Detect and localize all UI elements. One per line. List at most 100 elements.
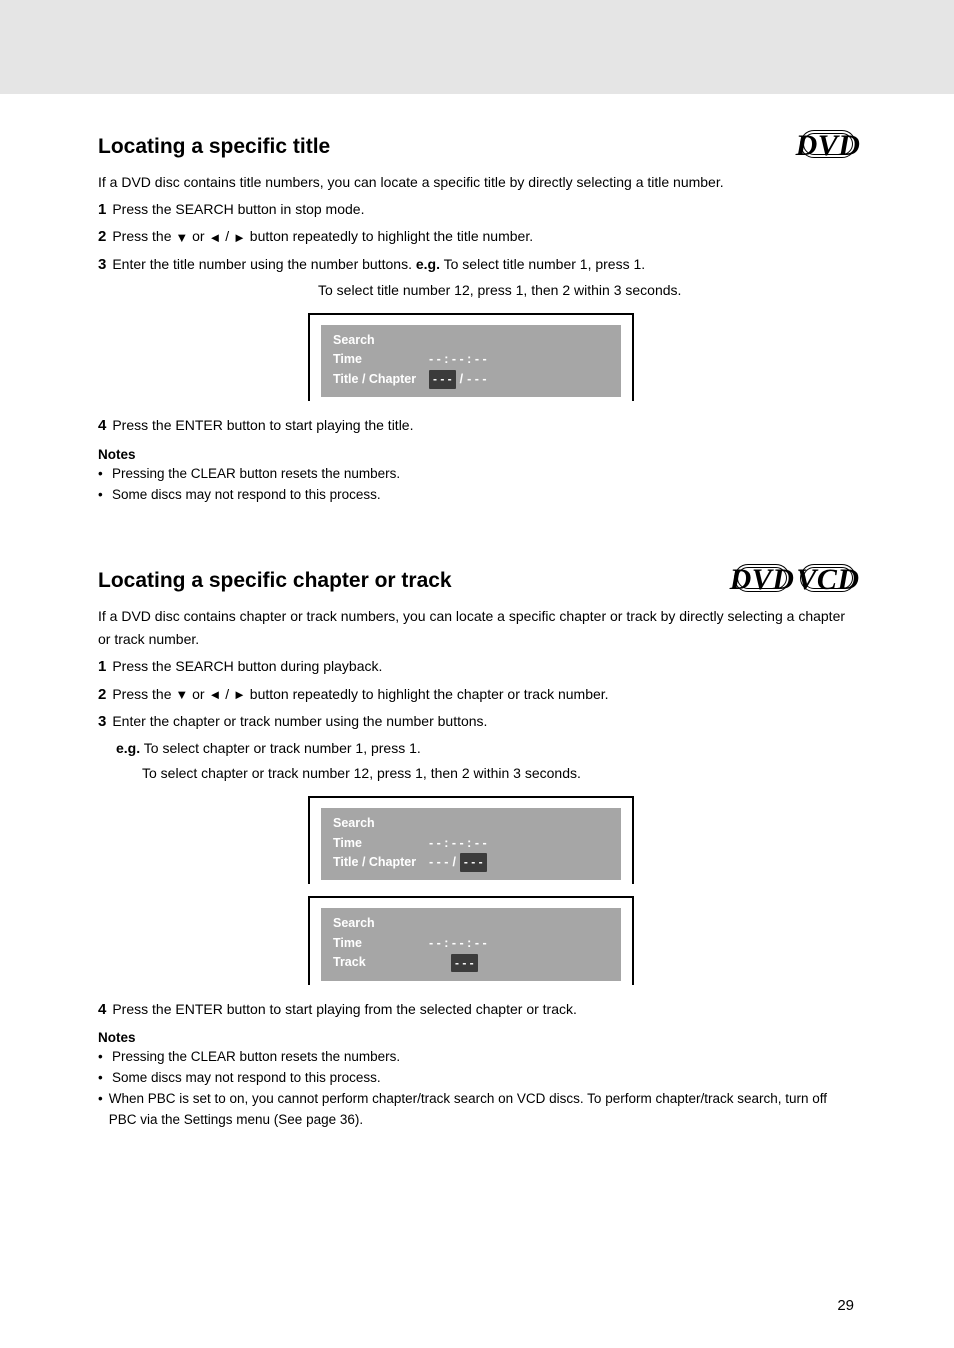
notes-heading: Notes <box>98 447 856 462</box>
note-text: Pressing the CLEAR button resets the num… <box>112 464 400 485</box>
step-text: or <box>188 228 208 244</box>
section2-step2: 2Press the ▼ or ◄ / ► button repeatedly … <box>98 682 856 708</box>
note-item: •Pressing the CLEAR button resets the nu… <box>98 464 856 485</box>
osd-header-label: Search <box>333 331 375 350</box>
step-text: / <box>221 686 233 702</box>
osd-track-label: Track <box>333 953 429 972</box>
step-text: or <box>188 686 208 702</box>
osd-time-row: Time - - : - - : - - <box>333 934 609 953</box>
osd-title-chapter-row: Title / Chapter - - - / - - - <box>333 853 609 872</box>
section1-title: Locating a specific title <box>98 135 800 159</box>
osd-header: Search <box>333 331 609 350</box>
note-item: •Pressing the CLEAR button resets the nu… <box>98 1047 856 1068</box>
step-number: 2 <box>98 228 106 245</box>
down-arrow-icon: ▼ <box>175 684 188 706</box>
section1-notes: Notes •Pressing the CLEAR button resets … <box>98 447 856 506</box>
osd-track-value: - - - <box>451 954 478 973</box>
bullet-icon: • <box>98 1068 112 1089</box>
section2-step1: 1Press the SEARCH button during playback… <box>98 654 856 680</box>
step-text: Enter the chapter or track number using … <box>112 713 487 729</box>
step-text: Enter the title number using the number … <box>112 256 416 272</box>
note-item: •Some discs may not respond to this proc… <box>98 1068 856 1089</box>
osd-tc-value: - - - / - - - <box>429 370 487 389</box>
section2-title: Locating a specific chapter or track <box>98 569 734 593</box>
step-number: 1 <box>98 201 106 218</box>
step-number: 4 <box>98 1001 106 1018</box>
page-content: Locating a specific title DVD If a DVD d… <box>0 130 954 1131</box>
step-number: 3 <box>98 256 106 273</box>
bullet-icon: • <box>98 464 112 485</box>
bullet-icon: • <box>98 1047 112 1068</box>
osd-tc-label: Title / Chapter <box>333 370 429 389</box>
step-text: button repeatedly to highlight the title… <box>246 228 533 244</box>
section1-step4: 4 Press the ENTER button to start playing… <box>98 413 856 439</box>
eg-label: e.g. <box>416 256 440 272</box>
notes-heading: Notes <box>98 1030 856 1045</box>
osd-track-highlight: - - - <box>451 954 478 973</box>
osd-time-row: Time - - : - - : - - <box>333 350 609 369</box>
step-text: To select chapter or track number 1, pre… <box>140 740 421 756</box>
section2-step3-egb: To select chapter or track number 12, pr… <box>98 762 856 786</box>
osd-title-value: - - - <box>429 853 448 872</box>
step-text: Press the SEARCH button in stop mode. <box>112 201 364 217</box>
bullet-icon: • <box>98 1089 109 1131</box>
osd-time-label: Time <box>333 350 429 369</box>
eg-label: e.g. <box>116 740 140 756</box>
note-text: When PBC is set to on, you cannot perfor… <box>109 1089 856 1131</box>
osd-sep: / <box>460 370 463 389</box>
note-item: •When PBC is set to on, you cannot perfo… <box>98 1089 856 1131</box>
section1-step3b: To select title number 12, press 1, then… <box>98 279 856 303</box>
step-text: / <box>221 228 233 244</box>
step-text: Press the ENTER button to start playing … <box>112 1001 577 1017</box>
note-text: Pressing the CLEAR button resets the num… <box>112 1047 400 1068</box>
note-item: •Some discs may not respond to this proc… <box>98 485 856 506</box>
step-number: 2 <box>98 686 106 703</box>
osd-chapter-highlight: - - - <box>460 853 487 872</box>
osd-time-value: - - : - - : - - <box>429 350 487 369</box>
section2-header-row: Locating a specific chapter or track DVD… <box>98 564 856 593</box>
section1-step3: 3 Enter the title number using the number… <box>98 252 856 278</box>
section2-intro: If a DVD disc contains chapter or track … <box>98 605 856 653</box>
osd-chapter-value: - - - <box>467 370 486 389</box>
osd-search-title: Search Time - - : - - : - - Title / Chap… <box>308 313 634 401</box>
dvd-badge-icon: DVD <box>734 564 790 592</box>
section2-step3-eg: e.g. To select chapter or track number 1… <box>98 737 856 761</box>
step-text: To select title number 1, press 1. <box>440 256 645 272</box>
vcd-badge-icon: VCD <box>800 564 856 592</box>
osd-time-row: Time - - : - - : - - <box>333 834 609 853</box>
right-arrow-icon: ► <box>233 227 246 249</box>
osd-panel: Search Time - - : - - : - - Title / Chap… <box>321 808 621 880</box>
osd-tc-value: - - - / - - - <box>429 853 487 872</box>
step-number: 3 <box>98 713 106 730</box>
down-arrow-icon: ▼ <box>175 227 188 249</box>
osd-search-track: Search Time - - : - - : - - Track - - - <box>308 896 634 984</box>
osd-time-value: - - : - - : - - <box>429 934 487 953</box>
note-text: Some discs may not respond to this proce… <box>112 485 381 506</box>
left-arrow-icon: ◄ <box>208 227 221 249</box>
step-number: 4 <box>98 417 106 434</box>
osd-sep: / <box>452 853 455 872</box>
osd-panel: Search Time - - : - - : - - Title / Chap… <box>321 325 621 397</box>
osd-header-label: Search <box>333 914 375 933</box>
osd-title-chapter-row: Title / Chapter - - - / - - - <box>333 370 609 389</box>
osd-time-value: - - : - - : - - <box>429 834 487 853</box>
osd-time-label: Time <box>333 934 429 953</box>
section2-step3: 3 Enter the chapter or track number using… <box>98 709 856 735</box>
osd-header: Search <box>333 814 609 833</box>
section1-header-row: Locating a specific title DVD <box>98 130 856 159</box>
note-text: Some discs may not respond to this proce… <box>112 1068 381 1089</box>
osd-header: Search <box>333 914 609 933</box>
dvd-badge-icon: DVD <box>800 130 856 158</box>
osd-tc-label: Title / Chapter <box>333 853 429 872</box>
section1-badges: DVD <box>800 130 856 158</box>
osd-time-label: Time <box>333 834 429 853</box>
osd-search-chapter: Search Time - - : - - : - - Title / Chap… <box>308 796 634 884</box>
section1-intro: If a DVD disc contains title numbers, yo… <box>98 171 856 195</box>
step-number: 1 <box>98 658 106 675</box>
step-text: Press the <box>112 686 175 702</box>
osd-track-row: Track - - - <box>333 953 609 972</box>
step-text: Press the ENTER button to start playing … <box>112 417 413 433</box>
section1-step2: 2Press the ▼ or ◄ / ► button repeatedly … <box>98 224 856 250</box>
section2-badges: DVD VCD <box>734 564 856 592</box>
right-arrow-icon: ► <box>233 684 246 706</box>
